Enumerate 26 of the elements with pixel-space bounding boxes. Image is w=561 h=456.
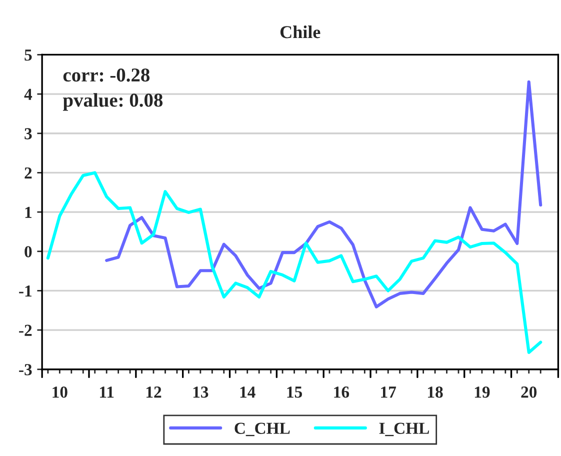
legend-label: C_CHL [234,422,290,436]
x-tick-label: 17 [381,386,396,398]
y-tick-label: 4 [24,88,32,100]
x-tick-label: 13 [193,386,208,398]
line-series [46,171,542,354]
y-tick-label: 0 [24,246,32,258]
y-tick-label: 2 [24,167,32,178]
y-tick-label: -1 [19,285,32,296]
x-tick-label: 10 [52,386,68,398]
y-tick-label: 3 [24,128,32,140]
x-tick-label: 16 [334,386,350,398]
annotation: pvalue: 0.08 [62,93,163,111]
x-tick-label: 20 [521,386,537,398]
y-tick-label: -2 [19,324,32,336]
legend-label: I_CHL [379,422,429,436]
x-tick-label: 18 [428,386,443,398]
x-tick-label: 19 [474,386,490,398]
x-tick-label: 15 [287,386,302,398]
x-tick-label: 11 [100,386,114,398]
y-tick-label: 1 [25,206,32,218]
y-tick-label: 5 [24,50,32,61]
annotation: corr: -0.28 [63,68,150,82]
x-tick-label: 12 [146,386,162,398]
y-tick-label: -3 [19,364,32,376]
x-tick-label: 14 [240,386,256,398]
chart-title: Chile [280,26,320,38]
